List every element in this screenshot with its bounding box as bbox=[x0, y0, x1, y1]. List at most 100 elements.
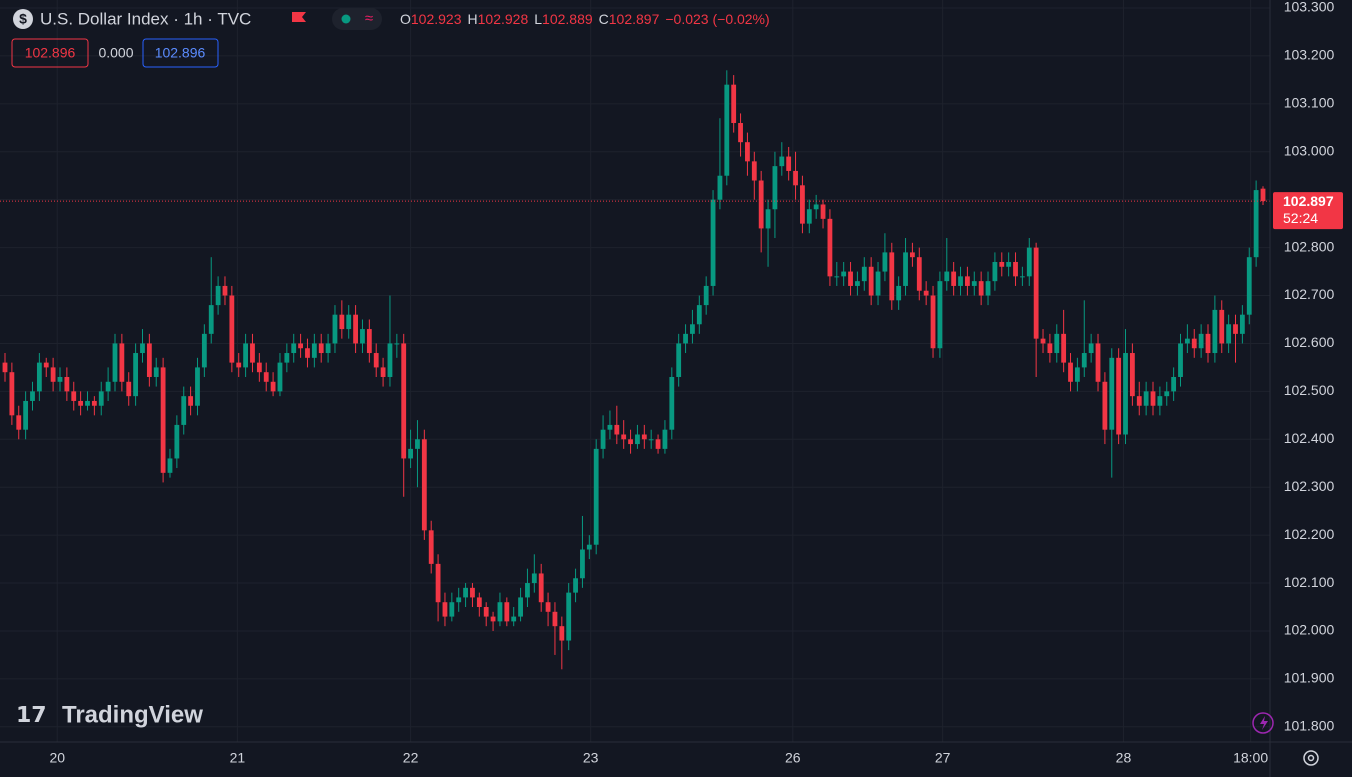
candle-body bbox=[827, 218, 833, 277]
x-tick-label: 26 bbox=[785, 750, 801, 766]
status-pill[interactable] bbox=[332, 8, 382, 30]
candle-body bbox=[91, 400, 97, 406]
candle-body bbox=[793, 170, 798, 186]
candle-body bbox=[525, 583, 530, 598]
watermark: TradingView bbox=[62, 701, 203, 728]
candle-body bbox=[855, 281, 860, 286]
symbol-icon-glyph: $ bbox=[19, 11, 27, 27]
candle-body bbox=[648, 439, 654, 441]
x-tick-label: 18:00 bbox=[1233, 750, 1268, 766]
candle-body bbox=[1102, 381, 1108, 430]
candle-body bbox=[373, 353, 379, 368]
ohlc-legend: O102.923 H102.928 L102.889 C102.897 −0.023 (… bbox=[400, 11, 770, 27]
candle-body bbox=[1129, 353, 1135, 397]
legend-key: L bbox=[534, 11, 542, 27]
legend-value: 102.923 bbox=[411, 11, 462, 27]
candle-body bbox=[1026, 247, 1032, 277]
candle-body bbox=[875, 271, 881, 296]
candle-body bbox=[786, 156, 792, 171]
candle-body bbox=[552, 611, 558, 627]
candle-body bbox=[1178, 343, 1183, 377]
y-tick-label: 102.700 bbox=[1284, 286, 1335, 302]
candle-body bbox=[243, 343, 249, 368]
candle-body bbox=[284, 353, 290, 363]
candle-body bbox=[332, 314, 338, 344]
candle-body bbox=[628, 439, 633, 445]
candle-body bbox=[415, 439, 420, 449]
flag-icon[interactable] bbox=[292, 12, 306, 22]
y-tick-label: 103.200 bbox=[1284, 47, 1335, 63]
candle-body bbox=[971, 281, 977, 286]
candle-body bbox=[1191, 338, 1197, 349]
candle-body bbox=[1171, 376, 1177, 392]
candle-body bbox=[153, 367, 159, 377]
candle-body bbox=[339, 314, 345, 330]
input-box[interactable] bbox=[142, 38, 219, 68]
candle-body bbox=[923, 290, 929, 296]
candle-body bbox=[937, 281, 943, 349]
candle-body bbox=[263, 372, 269, 382]
input-value: 102.896 bbox=[155, 45, 206, 61]
y-tick-label: 102.800 bbox=[1284, 238, 1335, 254]
y-tick-label: 102.600 bbox=[1284, 334, 1335, 350]
candle-body bbox=[999, 261, 1005, 267]
y-tick-label: 102.200 bbox=[1284, 526, 1335, 542]
legend-value: 102.928 bbox=[478, 11, 529, 27]
alert-icon[interactable] bbox=[1252, 712, 1274, 734]
candle-body bbox=[1136, 396, 1142, 406]
candle-body bbox=[133, 353, 139, 397]
candle-body bbox=[140, 343, 145, 354]
candle-body bbox=[1033, 247, 1039, 339]
symbol-icon bbox=[13, 9, 33, 29]
input-box[interactable] bbox=[11, 38, 89, 68]
candle-body bbox=[1088, 343, 1094, 354]
y-tick-label: 102.400 bbox=[1284, 430, 1335, 446]
candle-body bbox=[2, 362, 8, 373]
candle-body bbox=[848, 271, 853, 286]
candle-body bbox=[476, 597, 482, 608]
candle-body bbox=[1253, 190, 1259, 258]
status-dot bbox=[341, 14, 351, 24]
candle-body bbox=[951, 271, 957, 286]
candle-body bbox=[758, 180, 764, 229]
candle-body bbox=[1061, 333, 1067, 363]
candle-body bbox=[621, 434, 627, 440]
candle-body bbox=[463, 587, 468, 598]
candle-body bbox=[910, 252, 915, 258]
candle-body bbox=[353, 314, 358, 344]
candle-body bbox=[1068, 362, 1073, 382]
candle-body bbox=[772, 166, 778, 210]
candle-body bbox=[820, 204, 826, 219]
candle-body bbox=[270, 381, 276, 392]
candle-body bbox=[305, 348, 310, 358]
candle-body bbox=[676, 343, 682, 377]
candle-body bbox=[181, 396, 187, 425]
y-tick-label: 102.100 bbox=[1284, 574, 1335, 590]
candle-body bbox=[1198, 333, 1204, 349]
candle-body bbox=[43, 362, 49, 368]
x-tick-label: 22 bbox=[403, 750, 419, 766]
candle-body bbox=[745, 142, 750, 162]
candle-body bbox=[765, 209, 771, 229]
settings-icon-center bbox=[1307, 754, 1315, 762]
candle-body bbox=[401, 343, 407, 459]
candle-body bbox=[1006, 261, 1012, 267]
candle-body bbox=[593, 448, 599, 545]
candle-body bbox=[30, 391, 35, 401]
x-tick-label: 21 bbox=[230, 750, 246, 766]
candle-body bbox=[731, 84, 737, 124]
candle-body bbox=[580, 549, 585, 579]
candle-body bbox=[662, 429, 668, 449]
candle-body bbox=[50, 367, 56, 382]
candle-body bbox=[600, 429, 606, 449]
settings-icon[interactable] bbox=[1303, 750, 1319, 766]
candle-body bbox=[559, 626, 565, 641]
candle-body bbox=[751, 161, 757, 181]
last-price-label: 102.897 bbox=[1283, 193, 1334, 209]
candle-body bbox=[1047, 343, 1053, 354]
candle-body bbox=[1164, 391, 1170, 397]
candle-body bbox=[607, 424, 613, 430]
y-tick-label: 102.000 bbox=[1284, 622, 1335, 638]
